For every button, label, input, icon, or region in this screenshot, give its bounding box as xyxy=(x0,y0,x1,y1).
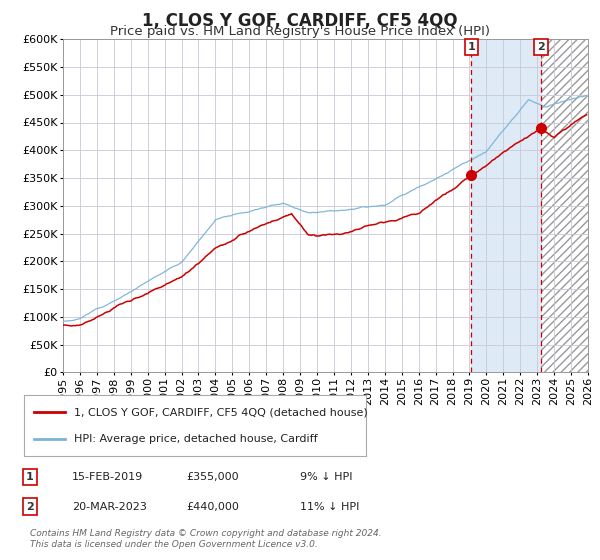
Text: £440,000: £440,000 xyxy=(186,502,239,512)
Text: 9% ↓ HPI: 9% ↓ HPI xyxy=(300,472,353,482)
Text: 1, CLOS Y GOF, CARDIFF, CF5 4QQ: 1, CLOS Y GOF, CARDIFF, CF5 4QQ xyxy=(142,12,458,30)
Text: 20-MAR-2023: 20-MAR-2023 xyxy=(72,502,147,512)
Bar xyxy=(472,39,541,372)
Text: HPI: Average price, detached house, Cardiff: HPI: Average price, detached house, Card… xyxy=(74,434,317,444)
Text: £355,000: £355,000 xyxy=(186,472,239,482)
Text: 11% ↓ HPI: 11% ↓ HPI xyxy=(300,502,359,512)
Text: 2: 2 xyxy=(537,42,545,52)
Text: 15-FEB-2019: 15-FEB-2019 xyxy=(72,472,143,482)
Text: Contains HM Land Registry data © Crown copyright and database right 2024.: Contains HM Land Registry data © Crown c… xyxy=(30,529,382,538)
Text: 2: 2 xyxy=(26,502,34,512)
Text: 1: 1 xyxy=(467,42,475,52)
Text: 1: 1 xyxy=(26,472,34,482)
Bar xyxy=(541,39,588,372)
Text: Price paid vs. HM Land Registry's House Price Index (HPI): Price paid vs. HM Land Registry's House … xyxy=(110,25,490,38)
Text: This data is licensed under the Open Government Licence v3.0.: This data is licensed under the Open Gov… xyxy=(30,540,318,549)
Text: 1, CLOS Y GOF, CARDIFF, CF5 4QQ (detached house): 1, CLOS Y GOF, CARDIFF, CF5 4QQ (detache… xyxy=(74,407,367,417)
